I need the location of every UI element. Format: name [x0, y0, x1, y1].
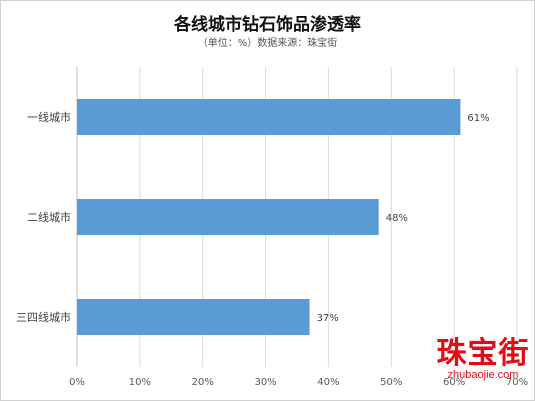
x-tick-label: 0%: [69, 377, 85, 388]
category-label: 二线城市: [27, 210, 71, 224]
x-tick-label: 70%: [506, 377, 528, 388]
category-label: 三四线城市: [16, 310, 71, 324]
data-label: 37%: [317, 313, 339, 324]
x-tick-label: 20%: [192, 377, 214, 388]
chart-subtitle: （单位：%）数据来源：珠宝街: [197, 38, 338, 49]
x-tick-label: 60%: [443, 377, 465, 388]
bar: [77, 99, 461, 135]
x-tick-label: 40%: [317, 377, 339, 388]
watermark-url: zhubaojie.com: [447, 369, 519, 381]
bar: [77, 299, 310, 335]
chart-title: 各线城市钻石饰品渗透率: [174, 15, 361, 35]
watermark-text: 珠宝街: [436, 336, 530, 371]
category-label: 一线城市: [27, 110, 71, 124]
data-label: 48%: [386, 213, 408, 224]
x-tick-label: 10%: [129, 377, 151, 388]
x-tick-label: 30%: [254, 377, 276, 388]
data-label: 61%: [467, 113, 489, 124]
bar: [77, 199, 379, 235]
watermark-logo: 珠宝街 zhubaojie.com: [433, 336, 533, 382]
x-tick-label: 50%: [380, 377, 402, 388]
